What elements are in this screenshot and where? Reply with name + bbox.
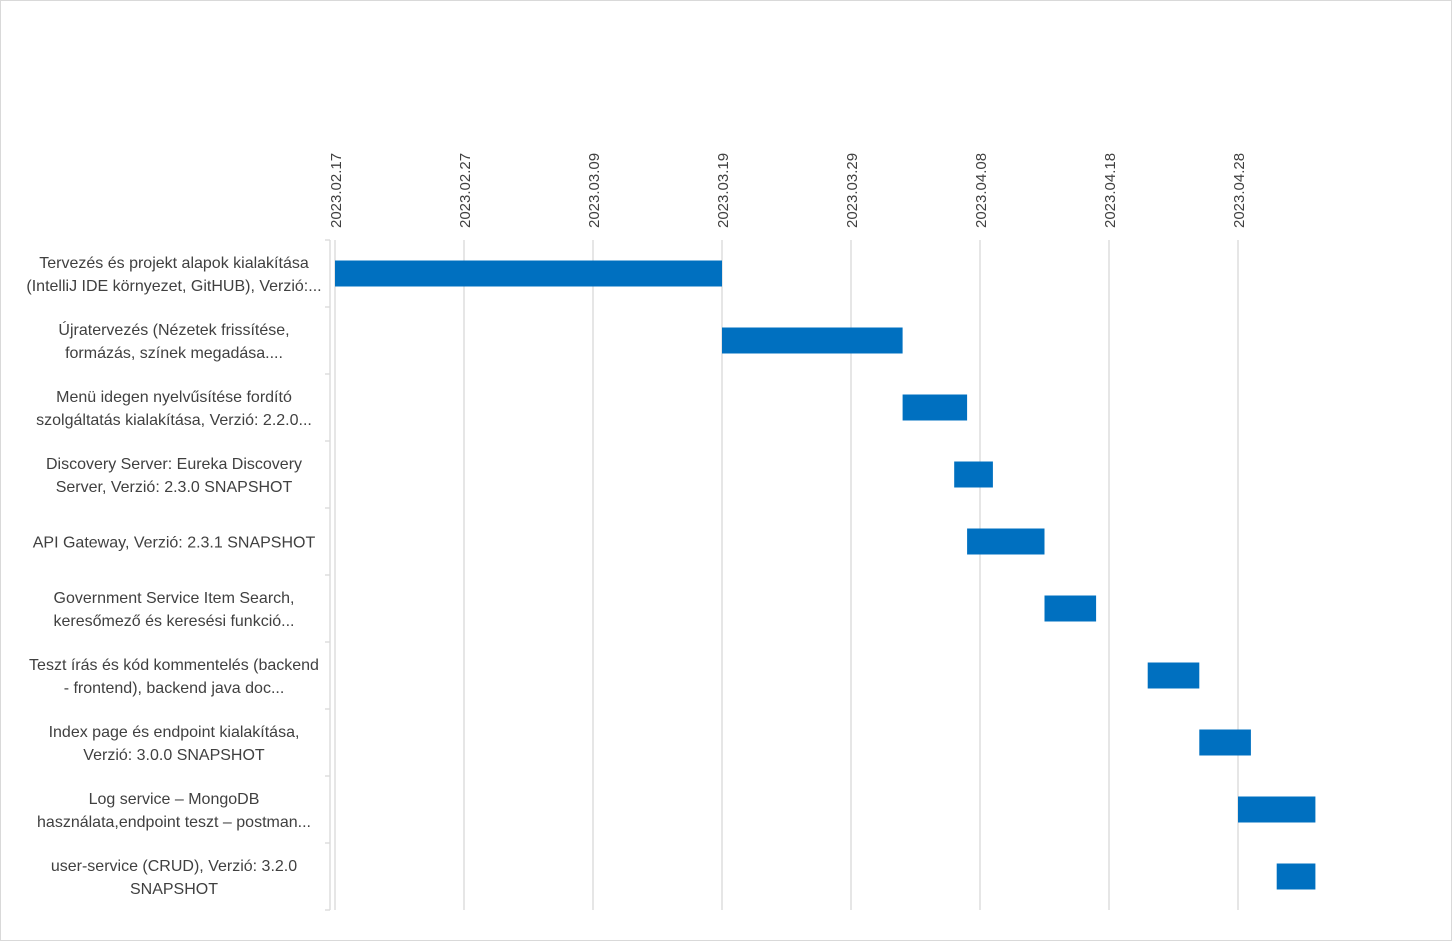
task-label: API Gateway, Verzió: 2.3.1 SNAPSHOT xyxy=(33,535,316,552)
task-label: Teszt írás és kód kommentelés (backend xyxy=(29,657,319,674)
task-bar xyxy=(722,327,903,354)
task-bar xyxy=(954,461,993,488)
task-label: (IntelliJ IDE környezet, GitHUB), Verzió… xyxy=(26,278,321,295)
task-bar xyxy=(335,260,722,287)
task-bar xyxy=(1147,662,1200,689)
task-label: Discovery Server: Eureka Discovery xyxy=(46,456,302,473)
task-label: user-service (CRUD), Verzió: 3.2.0 xyxy=(51,858,297,875)
task-label: Verzió: 3.0.0 SNAPSHOT xyxy=(83,747,265,764)
x-tick-label: 2023.04.28 xyxy=(1231,153,1248,228)
task-bar xyxy=(967,528,1045,555)
task-label: használata,endpoint teszt – postman... xyxy=(37,814,311,831)
task-bar xyxy=(1238,796,1316,823)
task-label: Menü idegen nyelvűsítése fordító xyxy=(56,389,292,406)
x-tick-label: 2023.02.27 xyxy=(457,153,474,228)
task-label: szolgáltatás kialakítása, Verzió: 2.2.0.… xyxy=(36,412,312,429)
task-bar xyxy=(1044,595,1097,622)
task-label: Tervezés és projekt alapok kialakítása xyxy=(39,255,309,272)
task-label: SNAPSHOT xyxy=(130,881,218,898)
task-label: formázás, színek megadása.... xyxy=(65,345,283,362)
x-tick-label: 2023.04.18 xyxy=(1102,153,1119,228)
task-label: Újratervezés (Nézetek frissítése, xyxy=(58,320,289,339)
task-label: Server, Verzió: 2.3.0 SNAPSHOT xyxy=(56,479,293,496)
task-label: Log service – MongoDB xyxy=(89,791,260,808)
task-label: Government Service Item Search, xyxy=(54,590,295,607)
task-label: - frontend), backend java doc... xyxy=(64,680,285,697)
x-tick-label: 2023.04.08 xyxy=(973,153,990,228)
x-tick-label: 2023.03.29 xyxy=(844,153,861,228)
x-tick-label: 2023.03.09 xyxy=(586,153,603,228)
task-bar xyxy=(1199,729,1251,756)
task-label: keresőmező és keresési funkció... xyxy=(54,613,295,630)
x-tick-label: 2023.03.19 xyxy=(715,153,732,228)
task-bar xyxy=(902,394,968,421)
x-tick-label: 2023.02.17 xyxy=(328,153,345,228)
task-bar xyxy=(1276,863,1316,890)
task-label: Index page és endpoint kialakítása, xyxy=(49,724,300,741)
